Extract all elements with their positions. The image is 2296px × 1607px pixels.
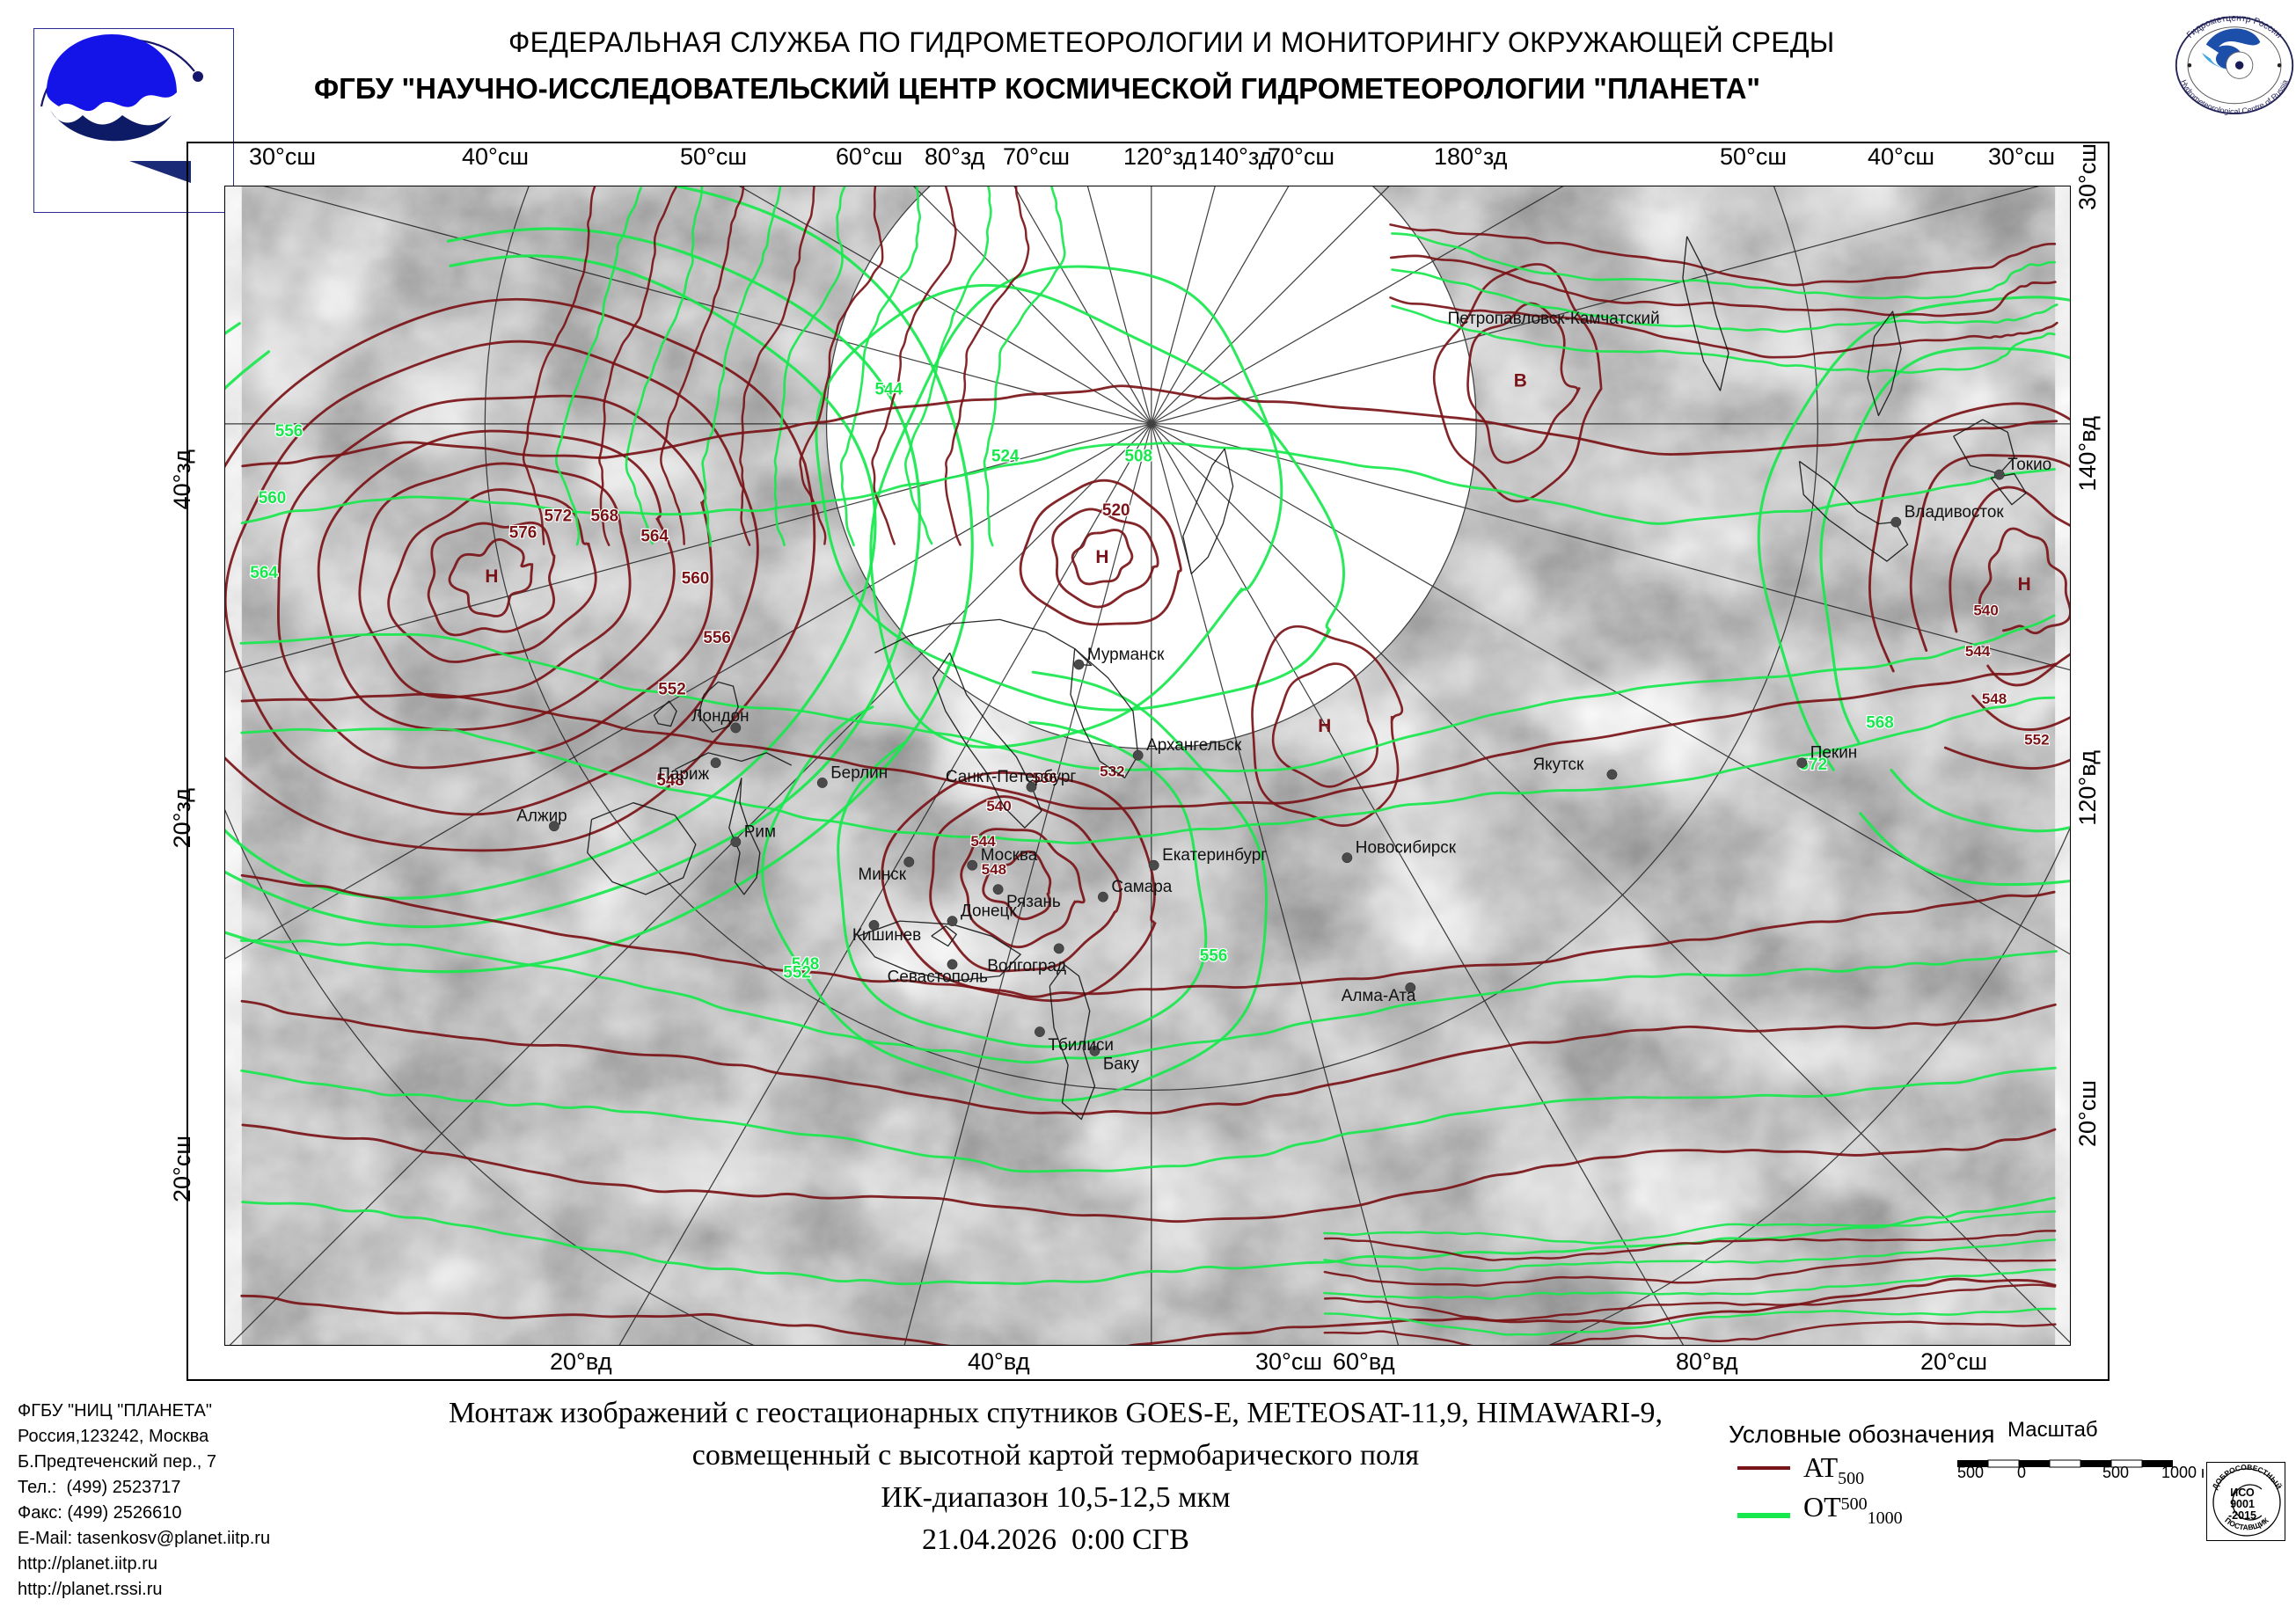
svg-text:Токио: Токио	[2007, 456, 2051, 474]
svg-text:544: 544	[874, 381, 903, 399]
svg-text:Тбилиси: Тбилиси	[1048, 1036, 1114, 1055]
svg-text:564: 564	[640, 527, 669, 545]
svg-text:556: 556	[1200, 947, 1228, 966]
svg-text:Пекин: Пекин	[1810, 744, 1857, 763]
svg-text:Н: Н	[1318, 716, 1331, 736]
svg-text:В: В	[1514, 370, 1527, 391]
svg-text:Н: Н	[1095, 547, 1108, 567]
svg-text:Москва: Москва	[981, 846, 1038, 865]
svg-text:Минск: Минск	[859, 866, 907, 884]
svg-text:576: 576	[509, 524, 537, 543]
svg-text:568: 568	[1866, 713, 1894, 732]
svg-text:Берлин: Берлин	[830, 763, 888, 782]
svg-text:520: 520	[1102, 501, 1130, 520]
svg-text:Севастополь: Севастополь	[888, 968, 988, 986]
svg-text:556: 556	[275, 422, 303, 441]
svg-text:1000 км: 1000 км	[2161, 1464, 2204, 1478]
svg-text:552: 552	[658, 681, 686, 699]
svg-text:ИСО: ИСО	[2230, 1486, 2255, 1499]
svg-text:-2015: -2015	[2228, 1509, 2256, 1522]
svg-text:Якутск: Якутск	[1532, 756, 1584, 774]
svg-text:Мурманск: Мурманск	[1087, 646, 1165, 664]
svg-text:Новосибирск: Новосибирск	[1356, 839, 1457, 858]
svg-text:Кишинев: Кишинев	[852, 926, 921, 945]
svg-text:Н: Н	[485, 566, 498, 587]
svg-text:556: 556	[703, 629, 731, 647]
svg-text:540: 540	[986, 798, 1011, 814]
svg-text:Донецк: Донецк	[961, 902, 1017, 920]
svg-text:Самара: Самара	[1111, 878, 1172, 896]
svg-text:500: 500	[1957, 1464, 1984, 1478]
svg-text:552: 552	[783, 964, 811, 982]
svg-text:500: 500	[2102, 1464, 2129, 1478]
svg-text:560: 560	[259, 489, 287, 508]
svg-text:Владивосток: Владивосток	[1905, 503, 2005, 522]
svg-text:532: 532	[1100, 763, 1124, 779]
svg-text:Санкт-Петербург: Санкт-Петербург	[946, 768, 1076, 786]
svg-text:560: 560	[682, 570, 710, 588]
svg-text:Лондон: Лондон	[691, 707, 749, 726]
svg-text:Алма-Ата: Алма-Ата	[1342, 987, 1416, 1005]
svg-text:Екатеринбург: Екатеринбург	[1162, 846, 1267, 865]
svg-text:Алжир: Алжир	[516, 807, 567, 826]
svg-text:Петропавловск-Камчатский: Петропавловск-Камчатский	[1448, 310, 1660, 328]
svg-text:568: 568	[591, 508, 619, 526]
svg-text:524: 524	[991, 447, 1020, 465]
svg-text:564: 564	[250, 564, 278, 582]
svg-text:Баку: Баку	[1103, 1056, 1139, 1074]
svg-text:540: 540	[1973, 603, 1998, 619]
svg-text:Н: Н	[2018, 574, 2031, 595]
svg-text:Архангельск: Архангельск	[1146, 736, 1242, 755]
svg-text:Волгоград: Волгоград	[987, 957, 1066, 975]
svg-text:548: 548	[1982, 690, 2007, 707]
svg-text:572: 572	[545, 508, 573, 526]
svg-text:508: 508	[1125, 447, 1153, 465]
svg-text:0: 0	[2017, 1464, 2026, 1478]
svg-text:Рим: Рим	[744, 823, 776, 842]
svg-text:544: 544	[1965, 643, 1991, 660]
svg-text:Париж: Париж	[658, 765, 709, 784]
svg-text:552: 552	[2024, 731, 2049, 748]
svg-text:9001: 9001	[2230, 1498, 2255, 1510]
